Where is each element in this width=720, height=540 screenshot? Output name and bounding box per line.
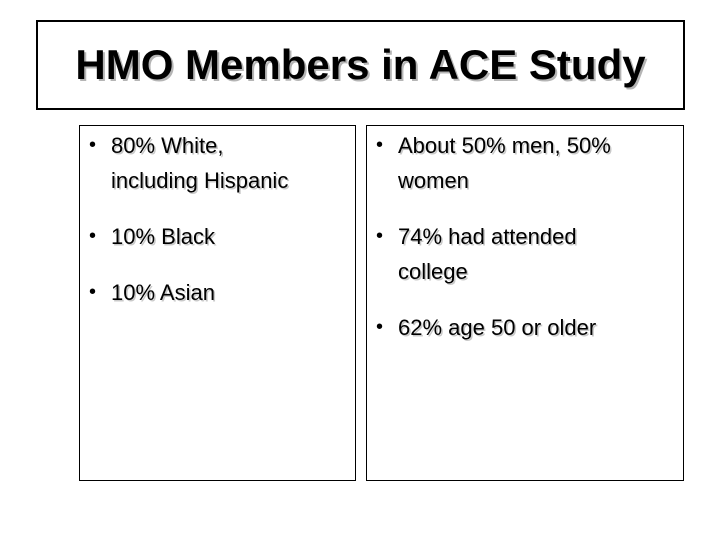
- list-item-text: About 50% men, 50% women: [398, 133, 611, 193]
- list-item: • 10% Asian: [80, 275, 351, 310]
- demographics-race-panel: • 80% White, including Hispanic • 10% Blac…: [79, 125, 356, 481]
- list-item: • 74% had attended college: [367, 219, 679, 289]
- bullet-icon: •: [89, 225, 97, 247]
- list-item: • 10% Black: [80, 219, 351, 254]
- bullet-icon: •: [376, 225, 384, 247]
- slide-title: HMO Members in ACE Study: [75, 41, 646, 88]
- list-item-text: 74% had attended college: [398, 224, 577, 284]
- bullet-icon: •: [89, 134, 97, 156]
- bullet-icon: •: [376, 316, 384, 338]
- list-item-text: 10% Asian: [111, 280, 215, 305]
- title-box: HMO Members in ACE Study: [36, 20, 685, 110]
- bullet-icon: •: [89, 281, 97, 303]
- list-item-text: 10% Black: [111, 224, 215, 249]
- list-item-text: 80% White, including Hispanic: [111, 133, 289, 193]
- list-item: • About 50% men, 50% women: [367, 128, 679, 198]
- demographics-stats-panel: • About 50% men, 50% women • 74% had atten…: [366, 125, 684, 481]
- list-item-text: 62% age 50 or older: [398, 315, 597, 340]
- bullet-icon: •: [376, 134, 384, 156]
- list-item: • 80% White, including Hispanic: [80, 128, 351, 198]
- list-item: • 62% age 50 or older: [367, 310, 679, 345]
